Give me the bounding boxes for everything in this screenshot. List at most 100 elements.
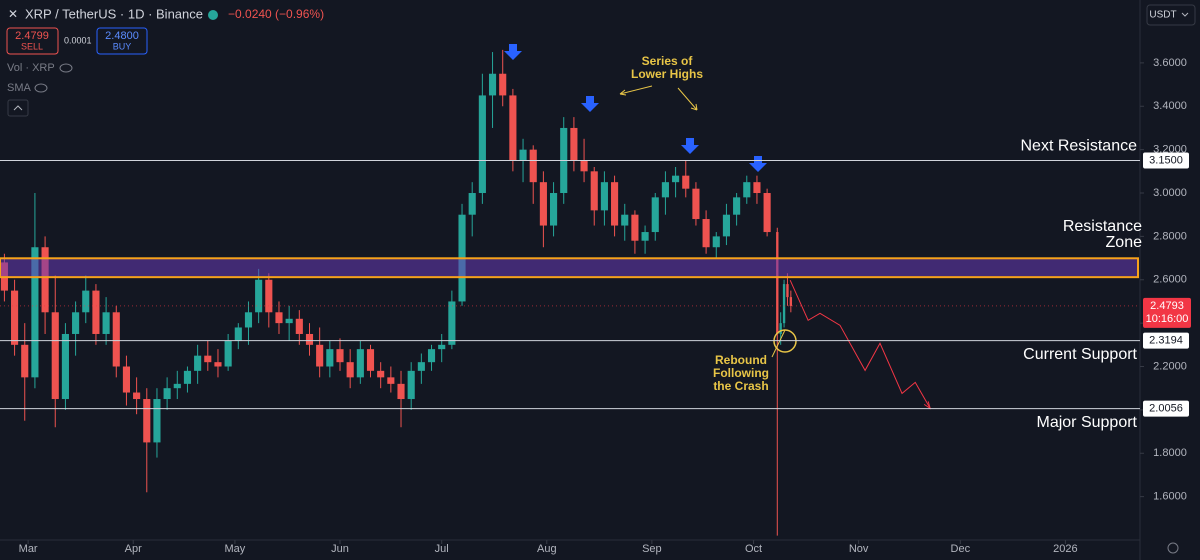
header: ✕ XRP / TetherUS · 1D · Binance −0.0240 … [6, 4, 1196, 554]
candle-body [92, 290, 100, 334]
candle-body [183, 370, 192, 384]
candle-body [590, 171, 598, 211]
zone-label: Zone [1106, 234, 1143, 251]
eye-icon[interactable] [59, 63, 73, 73]
x-tick-label: Apr [125, 543, 142, 555]
x-tick-label: Jun [331, 543, 349, 555]
collapse-button[interactable] [7, 99, 29, 117]
arrow-left [619, 85, 653, 96]
buy-label[interactable]: BUY [113, 41, 132, 51]
x-tick-label: 2026 [1053, 543, 1077, 555]
candle-body [519, 149, 527, 161]
candle-body [600, 182, 608, 211]
candle-body [448, 301, 456, 345]
candle-body [51, 312, 59, 400]
annotation: Following [713, 366, 769, 380]
candle-body [782, 284, 786, 324]
peak-arrows [504, 44, 767, 172]
candle-body [789, 297, 793, 306]
candle-body [295, 318, 303, 334]
candle-body [478, 95, 486, 194]
change: −0.0240 (−0.96%) [228, 7, 324, 21]
sell-label[interactable]: SELL [21, 41, 43, 51]
annotation: the Crash [713, 379, 768, 393]
y-tick-label: 2.2000 [1153, 360, 1187, 372]
x-tick-label: Dec [951, 543, 971, 555]
candle-body [82, 290, 90, 313]
candle-body [722, 214, 730, 237]
candle-body [550, 193, 558, 226]
x-tick-label: Nov [849, 543, 869, 555]
price-line-tag [1143, 152, 1189, 169]
candle-body [631, 214, 639, 241]
x-tick-label: Sep [642, 543, 662, 555]
candle-body [488, 73, 497, 96]
settings-icon[interactable] [1167, 542, 1179, 554]
y-tick-label: 3.0000 [1153, 187, 1187, 199]
candle-body [316, 344, 324, 367]
candle-body [31, 247, 39, 378]
price-line-label: 2.3194 [1149, 335, 1183, 347]
candle-body [611, 182, 619, 226]
candle-body [366, 349, 375, 371]
candle-body [204, 355, 212, 363]
indicator[interactable]: SMA [7, 82, 32, 94]
arrow [749, 156, 767, 172]
candle-body [712, 236, 720, 248]
indicator[interactable]: Vol · XRP [7, 62, 55, 74]
candle-body [661, 182, 669, 198]
buy-button[interactable] [96, 27, 148, 55]
candle-body [702, 219, 710, 248]
candle-body [173, 383, 181, 389]
candle-body [763, 193, 771, 233]
candle-body [539, 182, 547, 226]
candle-body [11, 290, 19, 345]
currency[interactable]: USDT [1149, 10, 1176, 21]
arrow [504, 44, 522, 60]
annotation: Lower Highs [631, 67, 703, 81]
sell-button[interactable] [6, 27, 59, 55]
candle-body [305, 333, 314, 345]
candle-body [417, 362, 425, 371]
price-line-name: Next Resistance [1021, 138, 1138, 155]
currency-button[interactable] [1146, 4, 1196, 26]
arrow [581, 96, 599, 112]
candle-body [356, 349, 364, 378]
price-line-tag [1143, 332, 1189, 349]
candle-body [346, 362, 354, 378]
candle-body [214, 362, 222, 367]
status-dot [208, 10, 218, 20]
x-tick-label: May [225, 543, 246, 555]
chevron[interactable] [1181, 12, 1189, 17]
sell-price[interactable]: 2.4799 [15, 30, 49, 42]
candle-body [122, 366, 130, 393]
eye-icon[interactable] [34, 83, 48, 93]
x-tick-label: Jul [435, 543, 449, 555]
candle-body [163, 388, 171, 400]
symbol-title: XRP / TetherUS · 1D · Binance [25, 6, 203, 21]
candle-body [143, 399, 151, 443]
candle-body [438, 344, 446, 350]
y-tick-label: 3.6000 [1153, 57, 1187, 69]
candle-body [224, 340, 232, 367]
candle-body [72, 312, 80, 334]
candle-body [21, 344, 29, 378]
plot-area [0, 49, 1139, 536]
y-tick-label: 1.6000 [1153, 491, 1187, 503]
candle-body [580, 160, 588, 172]
projection-line [789, 279, 931, 409]
candle-body [407, 370, 415, 400]
annotation: Series of [642, 54, 694, 68]
candle-body [641, 232, 649, 241]
candle-body [509, 95, 517, 161]
candle-body [743, 182, 751, 198]
candle-body [377, 370, 385, 378]
chevron[interactable] [13, 105, 23, 111]
candle-body [61, 333, 69, 400]
x-tick-label: Aug [537, 543, 557, 555]
buy-price[interactable]: 2.4800 [105, 30, 139, 42]
arrow [681, 138, 699, 154]
current-price-label: 2.4793 [1150, 300, 1184, 312]
y-tick-label: 3.4000 [1153, 100, 1187, 112]
